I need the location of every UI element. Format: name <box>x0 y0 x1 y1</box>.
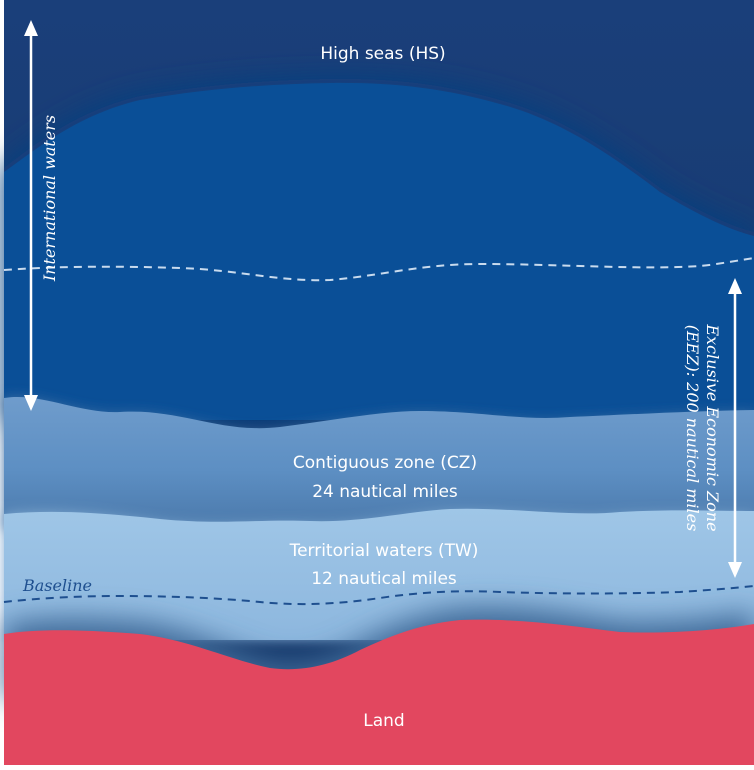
territorial-waters <box>4 508 754 640</box>
high-seas-label: High seas (HS) <box>320 44 445 64</box>
territorial-waters-distance: 12 nautical miles <box>311 569 457 589</box>
baseline-label: Baseline <box>22 576 92 595</box>
eez-label-line2: (EEZ): 200 nautical miles <box>683 325 702 532</box>
land-label: Land <box>363 711 404 731</box>
international-waters-arrow <box>24 20 38 411</box>
land-zone <box>4 619 754 765</box>
baseline-line <box>3 585 754 606</box>
contiguous-zone-title: Contiguous zone (CZ) <box>293 453 477 473</box>
eez-label-line1: Exclusive Economic Zone <box>703 323 722 531</box>
territorial-waters-title: Territorial waters (TW) <box>289 541 479 561</box>
eez-zone <box>4 82 754 421</box>
eez-arrow <box>728 278 742 578</box>
contiguous-zone <box>4 396 754 530</box>
contiguous-zone-distance: 24 nautical miles <box>312 482 458 502</box>
international-waters-label: International waters <box>40 115 59 282</box>
